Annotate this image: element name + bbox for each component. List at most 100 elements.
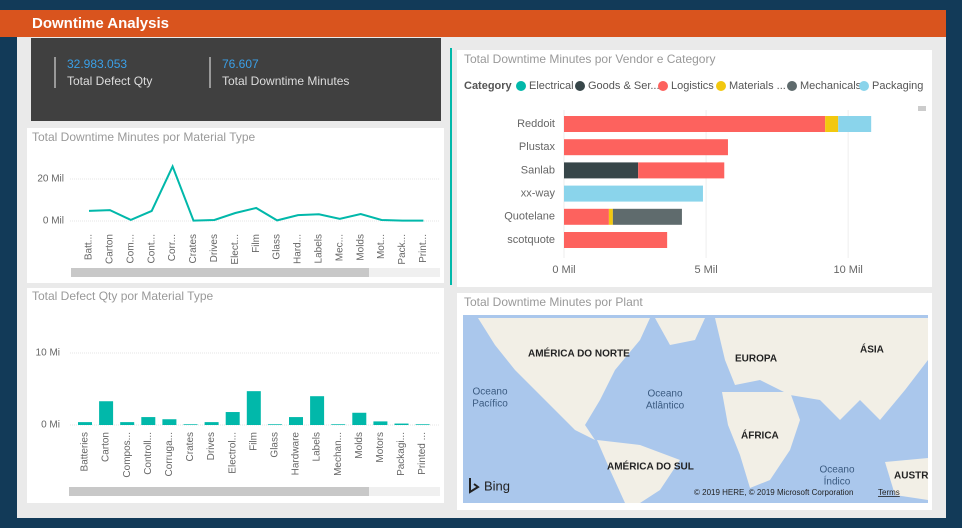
- continent: [885, 458, 928, 500]
- bar: [204, 422, 219, 425]
- map-terms[interactable]: Terms: [878, 488, 900, 497]
- x-tick-label: Film: [248, 432, 259, 451]
- map-land: [478, 318, 928, 503]
- x-tick-label: Drives: [209, 234, 220, 262]
- panel: [27, 288, 444, 503]
- kpi-card: [31, 38, 441, 121]
- map-copyright: © 2019 HERE, © 2019 Microsoft Corporatio…: [694, 488, 853, 497]
- bar: [225, 412, 240, 425]
- x-tick-label: Printed ...: [417, 432, 428, 475]
- continent: [597, 440, 680, 503]
- bar: [331, 424, 346, 425]
- scrollbar-thumb[interactable]: [69, 487, 369, 496]
- kpi-label: Total Defect Qty: [67, 74, 152, 88]
- bar-segment: [564, 139, 728, 156]
- x-tick-label: Cont...: [146, 234, 157, 263]
- bar-segment: [638, 162, 725, 179]
- x-tick-label: Mec...: [334, 234, 345, 261]
- chart-title: Total Downtime Minutes por Vendor e Cate…: [464, 52, 715, 66]
- y-tick-label: Reddoit: [517, 118, 555, 130]
- legend-label: Logistics: [671, 80, 714, 92]
- bar: [78, 422, 92, 425]
- bar: [373, 421, 388, 425]
- legend-swatch: [716, 81, 726, 91]
- continent: [655, 318, 705, 345]
- x-tick-label: Carton: [105, 234, 116, 264]
- x-tick-label: 10 Mil: [833, 264, 862, 276]
- x-tick-label: Elect...: [230, 234, 241, 265]
- x-tick-label: Hard...: [293, 234, 304, 264]
- bar-segment: [564, 208, 609, 225]
- bar-segment: [564, 116, 826, 132]
- x-tick-label: Labels: [314, 234, 325, 263]
- bar: [267, 424, 282, 425]
- bar-segment: [564, 232, 668, 248]
- bar: [162, 419, 177, 425]
- x-tick-label: Film: [251, 234, 262, 253]
- bar: [141, 417, 156, 425]
- x-tick-label: Corruga...: [164, 432, 175, 476]
- map-label: Oceano: [819, 465, 854, 476]
- y-tick-label: Sanlab: [521, 164, 555, 176]
- legend-label: Packaging: [872, 80, 923, 92]
- x-tick-label: Corr...: [167, 234, 178, 261]
- kpi-label: Total Downtime Minutes: [222, 74, 349, 88]
- x-tick-label: Com...: [125, 234, 136, 263]
- x-tick-label: Molds: [354, 432, 365, 459]
- legend-label: Materials ...: [729, 80, 786, 92]
- map-label: EUROPA: [735, 354, 777, 365]
- scrollbar-thumb[interactable]: [71, 268, 369, 277]
- bar: [394, 423, 409, 425]
- kpi-value: 76.607: [222, 57, 259, 71]
- bar-segment: [825, 116, 839, 132]
- x-tick-label: Labels: [312, 432, 323, 461]
- y-tick-label: Quotelane: [504, 211, 555, 223]
- chart-title: Total Downtime Minutes por Material Type: [32, 130, 256, 144]
- bar-segment: [838, 116, 872, 132]
- bar: [120, 422, 135, 425]
- y-tick-label: scotquote: [507, 234, 555, 246]
- x-tick-label: Crates: [188, 234, 199, 263]
- x-tick-label: Packagi...: [396, 432, 407, 476]
- bar-segment: [564, 162, 639, 179]
- x-tick-label: Pack...: [397, 234, 408, 265]
- map-label: Oceano: [647, 389, 682, 400]
- bar: [415, 424, 430, 425]
- legend-swatch: [787, 81, 797, 91]
- y-tick-label: xx-way: [521, 188, 556, 200]
- bar: [99, 401, 114, 425]
- y-tick-label: 0 Mil: [43, 216, 64, 227]
- x-tick-label: Hardware: [291, 432, 302, 476]
- map-label: Oceano: [472, 387, 507, 398]
- bar-segment: [612, 208, 682, 225]
- y-tick-label: 10 Mi: [36, 348, 60, 359]
- line: [88, 163, 424, 222]
- legend-swatch: [575, 81, 585, 91]
- map-label: AMÉRICA DO SUL: [607, 460, 694, 473]
- y-tick-label: 20 Mil: [37, 174, 64, 185]
- x-tick-label: Motors: [375, 432, 386, 463]
- header-bar: [0, 10, 946, 37]
- x-tick-label: Molds: [355, 234, 366, 261]
- x-tick-label: Carton: [101, 432, 112, 462]
- bar: [352, 412, 367, 425]
- continent: [722, 392, 800, 488]
- legend-swatch: [859, 81, 869, 91]
- continent: [715, 318, 928, 420]
- map-title: Total Downtime Minutes por Plant: [464, 295, 643, 309]
- page-title: Downtime Analysis: [32, 15, 169, 32]
- kpi-value: 32.983.053: [67, 57, 127, 71]
- x-tick-label: 0 Mil: [552, 264, 575, 276]
- legend-swatch: [658, 81, 668, 91]
- map-label: ÁSIA: [860, 343, 884, 356]
- x-tick-label: Controll...: [143, 432, 154, 475]
- bing-logo: [469, 478, 480, 494]
- continent: [478, 318, 650, 440]
- bar: [310, 396, 325, 425]
- x-tick-label: Drives: [206, 432, 217, 460]
- scrollbar-thumb[interactable]: [918, 106, 926, 111]
- map-label: Atlântico: [646, 401, 685, 412]
- x-tick-label: Mechan...: [333, 432, 344, 476]
- x-tick-label: Glass: [270, 432, 281, 458]
